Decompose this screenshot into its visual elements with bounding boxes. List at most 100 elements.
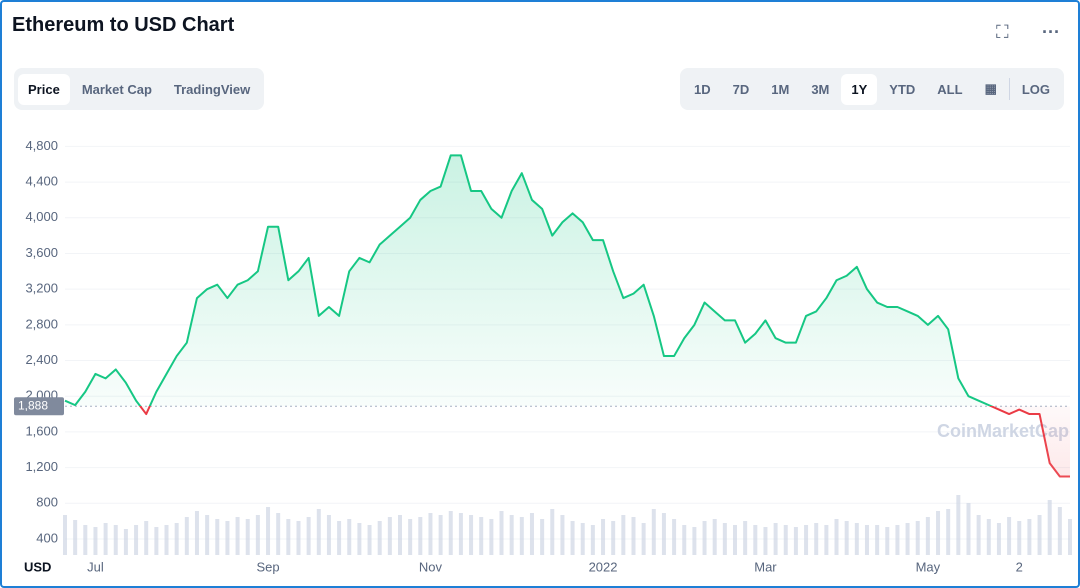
x-tick-label: 2 xyxy=(1016,559,1023,574)
volume-bar xyxy=(621,515,626,555)
volume-bar xyxy=(387,517,392,555)
volume-bar xyxy=(306,517,311,555)
y-tick-label: 3,600 xyxy=(25,245,58,260)
volume-bar xyxy=(753,525,758,555)
volume-bar xyxy=(986,519,991,555)
range-group: 1D 7D 1M 3M 1Y YTD ALL ▦ LOG xyxy=(680,68,1065,110)
volume-bar xyxy=(1047,500,1052,555)
volume-bar xyxy=(93,527,98,555)
tab[interactable]: TradingView xyxy=(173,81,251,97)
range-button[interactable]: 3M xyxy=(811,81,830,97)
range-button[interactable]: 7D xyxy=(732,81,750,97)
volume-bar xyxy=(550,509,555,555)
volume-bar xyxy=(590,525,595,555)
volume-bar xyxy=(631,517,636,555)
volume-bar xyxy=(357,523,362,555)
volume-bar xyxy=(936,511,941,555)
x-tick-label: Jul xyxy=(87,559,104,574)
volume-bar xyxy=(692,527,697,555)
volume-bar xyxy=(164,525,169,555)
volume-bar xyxy=(134,525,139,555)
volume-bar xyxy=(743,521,748,555)
volume-bar xyxy=(1017,521,1022,555)
tab-group: Price Market Cap TradingView xyxy=(14,68,265,110)
volume-bar xyxy=(915,521,920,555)
tab[interactable]: Price xyxy=(18,73,70,105)
fullscreen-icon[interactable]: ⛶ xyxy=(996,22,1009,42)
volume-bar xyxy=(154,527,159,555)
x-tick-label: Sep xyxy=(256,559,279,574)
volume-bar xyxy=(773,523,778,555)
volume-bar xyxy=(266,507,271,555)
volume-bar xyxy=(651,509,656,555)
volume-bar xyxy=(519,517,524,555)
tab[interactable]: Market Cap xyxy=(81,81,152,97)
volume-bar xyxy=(448,511,453,555)
volume-bar xyxy=(560,515,565,555)
volume-bar xyxy=(1037,515,1042,555)
log-button[interactable]: LOG xyxy=(1021,81,1051,97)
calendar-icon[interactable]: ▦ xyxy=(984,81,997,96)
volume-bar xyxy=(418,517,423,555)
baseline-label-box xyxy=(14,397,64,416)
volume-bar xyxy=(184,517,189,555)
y-tick-label: 800 xyxy=(36,495,58,510)
volume-bar xyxy=(469,515,474,555)
volume-bar xyxy=(834,519,839,555)
volume-bar xyxy=(499,511,504,555)
volume-bar xyxy=(398,515,402,555)
volume-bar xyxy=(641,523,646,555)
volume-bar xyxy=(215,519,220,555)
volume-bar xyxy=(245,519,250,555)
volume-bar xyxy=(113,525,118,555)
volume-bar xyxy=(672,519,677,555)
volume-bar xyxy=(438,515,443,555)
volume-bar xyxy=(377,521,382,555)
volume-bar xyxy=(489,519,494,555)
volume-bar xyxy=(814,523,819,555)
volume-bar xyxy=(611,521,616,555)
volume-bar xyxy=(763,527,768,555)
volume-bar xyxy=(1068,519,1072,555)
watermark: CoinMarketCap xyxy=(937,421,1069,441)
price-area xyxy=(65,155,1070,477)
volume-bar xyxy=(864,525,869,555)
volume-bar xyxy=(875,525,880,555)
y-tick-label: 4,800 xyxy=(25,138,58,153)
range-button[interactable]: YTD xyxy=(889,81,916,97)
volume-bar xyxy=(712,519,717,555)
volume-bar xyxy=(205,515,210,555)
separator xyxy=(1008,78,1010,100)
volume-bar xyxy=(1027,519,1032,555)
volume-bar xyxy=(276,513,281,555)
y-tick-label: 400 xyxy=(36,530,58,545)
volume-bar xyxy=(580,523,585,555)
volume-bar xyxy=(946,509,951,555)
currency-label: USD xyxy=(24,559,51,574)
volume-bar xyxy=(844,521,849,555)
volume-bar xyxy=(63,515,67,555)
volume-bar xyxy=(570,521,575,555)
volume-bar xyxy=(956,495,961,555)
volume-bar xyxy=(103,523,108,555)
volume-bar xyxy=(174,523,179,555)
range-button[interactable]: ALL xyxy=(937,81,963,97)
y-tick-label: 1,200 xyxy=(25,459,58,474)
range-button[interactable]: 1D xyxy=(694,81,711,97)
volume-bar xyxy=(123,529,128,555)
volume-bar xyxy=(144,521,149,555)
baseline-label: 1,888 xyxy=(18,398,48,412)
volume-bar xyxy=(225,521,230,555)
volume-bar xyxy=(529,513,534,555)
volume-bar xyxy=(255,515,260,555)
more-icon[interactable]: ··· xyxy=(1042,22,1060,42)
range-button[interactable]: 1M xyxy=(771,81,790,97)
volume-bar xyxy=(428,513,433,555)
range-button[interactable]: 1Y xyxy=(841,73,878,105)
volume-bar xyxy=(895,525,900,555)
y-tick-label: 4,000 xyxy=(25,209,58,224)
volume-bar xyxy=(73,520,78,555)
volume-bar xyxy=(316,509,321,555)
volume-bar xyxy=(824,525,829,555)
volume-bar xyxy=(337,521,342,555)
